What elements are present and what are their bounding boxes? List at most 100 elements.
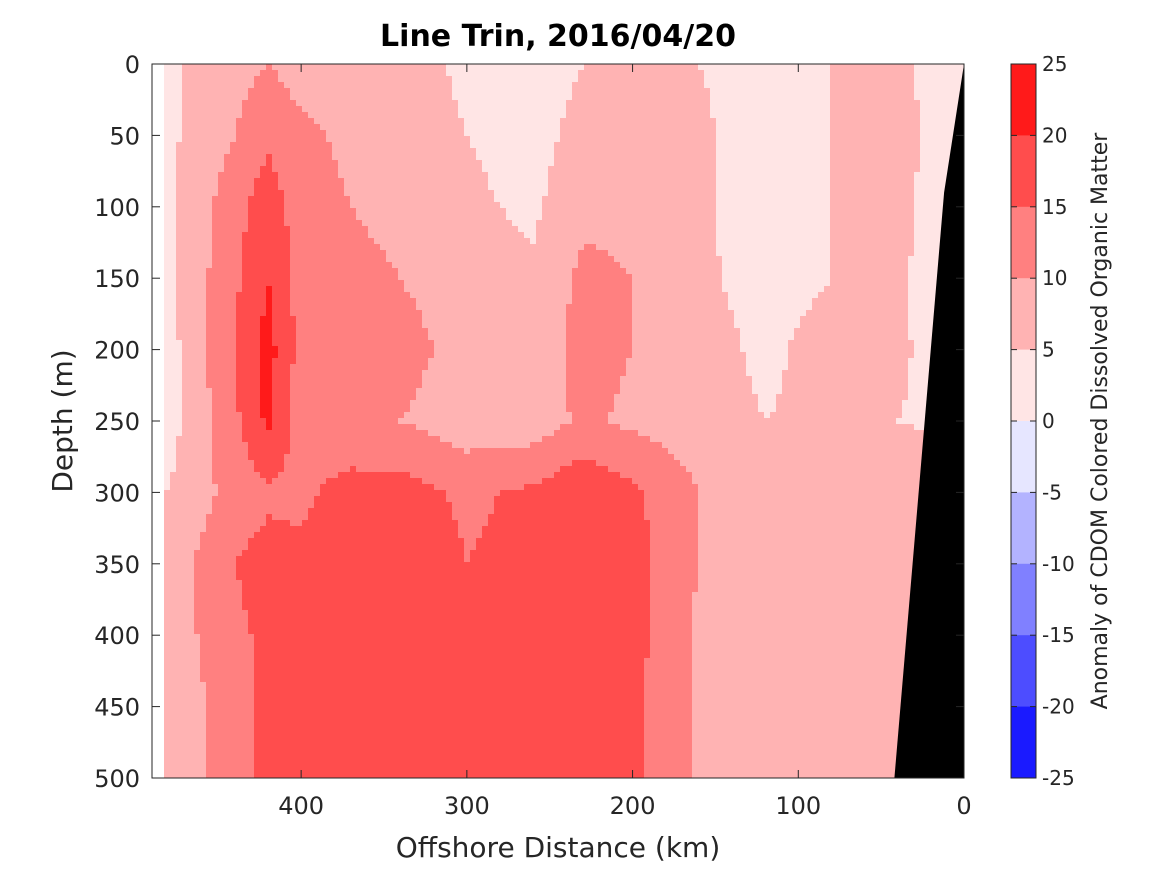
- heatmap-cell: [890, 172, 897, 179]
- heatmap-cell: [362, 190, 369, 197]
- heatmap-cell: [908, 184, 915, 191]
- heatmap-cell: [662, 142, 669, 149]
- heatmap-cell: [698, 268, 705, 275]
- heatmap-cell: [206, 238, 213, 245]
- heatmap-cell: [662, 94, 669, 101]
- heatmap-cell: [272, 262, 279, 269]
- heatmap-cell: [482, 130, 489, 137]
- heatmap-cell: [578, 154, 585, 161]
- heatmap-cell: [452, 190, 459, 197]
- heatmap-cell: [194, 214, 201, 221]
- heatmap-cell: [548, 82, 555, 89]
- heatmap-cell: [650, 142, 657, 149]
- heatmap-cell: [782, 256, 789, 263]
- heatmap-cell: [692, 202, 699, 209]
- heatmap-cell: [416, 178, 423, 185]
- heatmap-cell: [824, 82, 831, 89]
- heatmap-cell: [740, 190, 747, 197]
- heatmap-cell: [386, 208, 393, 215]
- heatmap-cell: [872, 220, 879, 227]
- heatmap-cell: [878, 154, 885, 161]
- heatmap-cell: [506, 100, 513, 107]
- heatmap-cell: [542, 220, 549, 227]
- heatmap-cell: [710, 172, 717, 179]
- heatmap-cell: [416, 124, 423, 131]
- heatmap-cell: [824, 238, 831, 245]
- heatmap-cell: [296, 238, 303, 245]
- heatmap-cell: [458, 184, 465, 191]
- heatmap-cell: [608, 184, 615, 191]
- heatmap-cell: [176, 130, 183, 137]
- heatmap-cell: [542, 70, 549, 77]
- heatmap-cell: [494, 196, 501, 203]
- heatmap-cell: [650, 214, 657, 221]
- heatmap-cell: [506, 106, 513, 113]
- heatmap-cell: [284, 142, 291, 149]
- heatmap-cell: [542, 256, 549, 263]
- heatmap-cell: [584, 106, 591, 113]
- heatmap-cell: [716, 250, 723, 257]
- heatmap-cell: [542, 238, 549, 245]
- heatmap-cell: [254, 286, 261, 293]
- heatmap-cell: [188, 232, 195, 239]
- heatmap-cell: [704, 226, 711, 233]
- heatmap-cell: [326, 154, 333, 161]
- heatmap-cell: [704, 76, 711, 83]
- heatmap-cell: [326, 184, 333, 191]
- heatmap-cell: [662, 184, 669, 191]
- heatmap-cell: [758, 100, 765, 107]
- heatmap-cell: [752, 178, 759, 185]
- heatmap-cell: [908, 124, 915, 131]
- heatmap-cell: [914, 148, 921, 155]
- heatmap-cell: [284, 136, 291, 143]
- heatmap-cell: [380, 118, 387, 125]
- heatmap-cell: [728, 136, 735, 143]
- heatmap-cell: [620, 136, 627, 143]
- heatmap-cell: [296, 172, 303, 179]
- heatmap-cell: [560, 70, 567, 77]
- heatmap-cell: [296, 124, 303, 131]
- heatmap-cell: [620, 220, 627, 227]
- heatmap-cell: [854, 226, 861, 233]
- heatmap-cell: [470, 250, 477, 257]
- heatmap-cell: [776, 172, 783, 179]
- heatmap-cell: [170, 136, 177, 143]
- heatmap-cell: [554, 124, 561, 131]
- heatmap-cell: [506, 214, 513, 221]
- heatmap-cell: [362, 70, 369, 77]
- heatmap-cell: [290, 166, 297, 173]
- heatmap-cell: [848, 100, 855, 107]
- heatmap-cell: [518, 214, 525, 221]
- heatmap-cell: [686, 178, 693, 185]
- heatmap-cell: [854, 154, 861, 161]
- heatmap-cell: [164, 268, 171, 275]
- heatmap-cell: [470, 100, 477, 107]
- heatmap-cell: [704, 202, 711, 209]
- heatmap-cell: [212, 88, 219, 95]
- heatmap-cell: [692, 190, 699, 197]
- heatmap-cell: [908, 220, 915, 227]
- heatmap-cell: [548, 88, 555, 95]
- heatmap-cell: [404, 130, 411, 137]
- heatmap-cell: [830, 268, 837, 275]
- heatmap-cell: [560, 208, 567, 215]
- heatmap-cell: [704, 244, 711, 251]
- heatmap-cell: [902, 220, 909, 227]
- heatmap-cell: [176, 238, 183, 245]
- heatmap-cell: [746, 208, 753, 215]
- heatmap-cell: [578, 196, 585, 203]
- heatmap-cell: [242, 262, 249, 269]
- heatmap-cell: [344, 232, 351, 239]
- heatmap-cell: [692, 82, 699, 89]
- heatmap-cell: [740, 82, 747, 89]
- heatmap-cell: [278, 256, 285, 263]
- heatmap-cell: [686, 76, 693, 83]
- heatmap-cell: [668, 106, 675, 113]
- heatmap-cell: [902, 256, 909, 263]
- heatmap-cell: [218, 184, 225, 191]
- heatmap-cell: [572, 274, 579, 281]
- heatmap-cell: [728, 130, 735, 137]
- heatmap-cell: [548, 160, 555, 167]
- heatmap-cell: [692, 160, 699, 167]
- heatmap-cell: [890, 82, 897, 89]
